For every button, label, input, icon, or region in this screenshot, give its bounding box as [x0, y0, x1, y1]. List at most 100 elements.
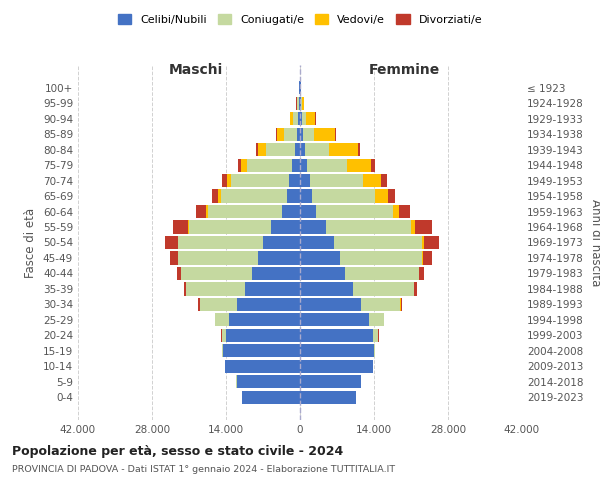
- Bar: [238, 158, 241, 172]
- Bar: [263, 236, 300, 249]
- Bar: [300, 329, 373, 342]
- Bar: [374, 344, 376, 358]
- Bar: [399, 205, 410, 218]
- Bar: [253, 267, 300, 280]
- Bar: [414, 282, 416, 296]
- Bar: [300, 158, 307, 172]
- Bar: [296, 96, 298, 110]
- Bar: [424, 236, 439, 249]
- Bar: [335, 128, 336, 140]
- Legend: Celibi/Nubili, Coniugati/e, Vedovi/e, Divorziati/e: Celibi/Nubili, Coniugati/e, Vedovi/e, Di…: [113, 10, 487, 29]
- Bar: [300, 314, 369, 326]
- Text: PROVINCIA DI PADOVA - Dati ISTAT 1° gennaio 2024 - Elaborazione TUTTITALIA.IT: PROVINCIA DI PADOVA - Dati ISTAT 1° genn…: [12, 466, 395, 474]
- Text: Maschi: Maschi: [169, 63, 223, 77]
- Bar: [300, 252, 340, 264]
- Bar: [300, 344, 374, 358]
- Bar: [188, 220, 189, 234]
- Bar: [415, 220, 431, 234]
- Bar: [236, 375, 300, 388]
- Bar: [222, 329, 226, 342]
- Bar: [226, 329, 300, 342]
- Bar: [311, 190, 375, 202]
- Bar: [334, 236, 422, 249]
- Bar: [303, 128, 314, 140]
- Bar: [314, 128, 335, 140]
- Bar: [340, 252, 422, 264]
- Bar: [300, 174, 310, 187]
- Bar: [300, 267, 345, 280]
- Bar: [307, 158, 347, 172]
- Bar: [256, 143, 258, 156]
- Bar: [300, 143, 305, 156]
- Bar: [290, 112, 293, 126]
- Bar: [300, 96, 301, 110]
- Text: Popolazione per età, sesso e stato civile - 2024: Popolazione per età, sesso e stato civil…: [12, 445, 343, 458]
- Bar: [164, 236, 178, 249]
- Bar: [300, 390, 355, 404]
- Bar: [300, 128, 303, 140]
- Bar: [298, 112, 300, 126]
- Bar: [196, 205, 206, 218]
- Bar: [300, 282, 353, 296]
- Bar: [276, 128, 277, 140]
- Bar: [306, 112, 316, 126]
- Text: Femmine: Femmine: [369, 63, 440, 77]
- Bar: [284, 128, 297, 140]
- Bar: [401, 298, 402, 311]
- Bar: [221, 190, 287, 202]
- Bar: [229, 314, 300, 326]
- Bar: [184, 282, 186, 296]
- Bar: [411, 220, 415, 234]
- Bar: [222, 344, 223, 358]
- Bar: [300, 220, 326, 234]
- Bar: [222, 174, 227, 187]
- Bar: [241, 158, 247, 172]
- Bar: [236, 298, 300, 311]
- Bar: [289, 174, 300, 187]
- Bar: [295, 143, 300, 156]
- Bar: [178, 236, 263, 249]
- Bar: [302, 112, 306, 126]
- Bar: [326, 220, 411, 234]
- Y-axis label: Anni di nascita: Anni di nascita: [589, 199, 600, 286]
- Bar: [369, 314, 383, 326]
- Bar: [218, 190, 221, 202]
- Bar: [258, 143, 266, 156]
- Bar: [422, 236, 424, 249]
- Bar: [301, 96, 302, 110]
- Bar: [353, 282, 413, 296]
- Bar: [206, 205, 208, 218]
- Bar: [200, 298, 236, 311]
- Bar: [392, 205, 399, 218]
- Bar: [227, 174, 231, 187]
- Bar: [292, 158, 300, 172]
- Bar: [300, 236, 334, 249]
- Bar: [363, 174, 382, 187]
- Bar: [287, 190, 300, 202]
- Bar: [316, 205, 392, 218]
- Bar: [199, 298, 200, 311]
- Bar: [300, 298, 361, 311]
- Bar: [422, 252, 432, 264]
- Bar: [266, 143, 295, 156]
- Bar: [299, 96, 300, 110]
- Bar: [310, 174, 363, 187]
- Bar: [181, 267, 253, 280]
- Bar: [215, 314, 229, 326]
- Bar: [300, 205, 316, 218]
- Bar: [293, 112, 298, 126]
- Bar: [212, 190, 218, 202]
- Bar: [277, 128, 284, 140]
- Bar: [298, 96, 299, 110]
- Bar: [297, 128, 300, 140]
- Bar: [258, 252, 300, 264]
- Bar: [419, 267, 424, 280]
- Bar: [345, 267, 419, 280]
- Y-axis label: Fasce di età: Fasce di età: [25, 208, 37, 278]
- Bar: [242, 390, 300, 404]
- Bar: [271, 220, 300, 234]
- Bar: [245, 282, 300, 296]
- Bar: [173, 220, 188, 234]
- Bar: [358, 143, 360, 156]
- Bar: [375, 190, 388, 202]
